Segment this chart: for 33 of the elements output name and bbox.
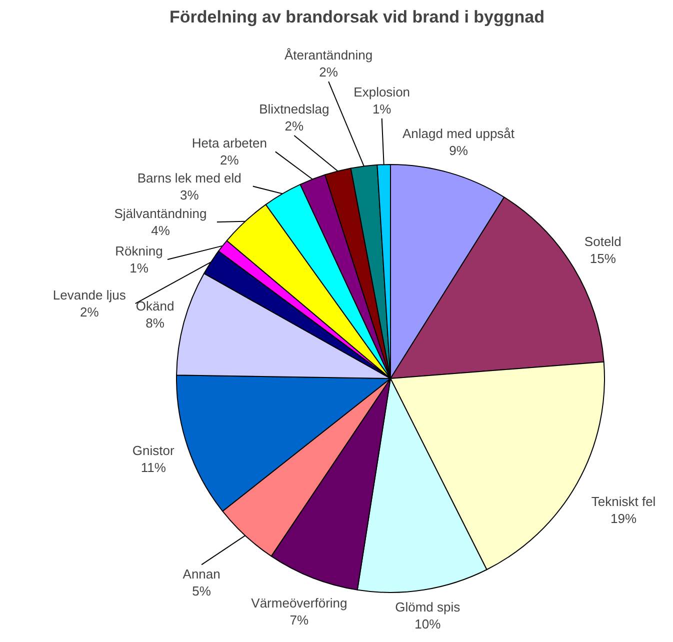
- slice-label: Soteld: [584, 234, 622, 249]
- slice-label: Anlagd med uppsåt: [402, 126, 515, 141]
- chart-title: Fördelning av brandorsak vid brand i byggnad: [170, 8, 544, 26]
- slice-label: Återantändning: [284, 48, 373, 63]
- slice-label: Blixtnedslag: [259, 102, 330, 117]
- data-label: 10%: [414, 616, 442, 632]
- data-label: 15%: [590, 250, 616, 266]
- slice-label: Värmeöverföring: [251, 596, 348, 611]
- slice-label: Levande ljus: [52, 288, 126, 303]
- slice-label: Explosion: [354, 84, 410, 100]
- data-label: 2%: [220, 152, 240, 168]
- data-label: 9%: [449, 142, 468, 158]
- data-label: 1%: [130, 260, 149, 276]
- slice-label: Gnistor: [132, 442, 175, 458]
- data-label: 2%: [284, 118, 304, 134]
- data-label: 4%: [151, 223, 170, 238]
- data-label: 2%: [319, 64, 338, 80]
- data-label: 8%: [146, 316, 165, 331]
- data-label: 19%: [610, 510, 637, 526]
- slice-label: Tekniskt fel: [591, 494, 656, 509]
- slice-label: Självantändning: [114, 206, 207, 222]
- slice-label: Heta arbeten: [192, 136, 267, 151]
- data-label: 1%: [372, 101, 392, 116]
- slice-label: Okänd: [136, 298, 174, 314]
- slice-label: Rökning: [115, 244, 163, 259]
- slice-label: Barns lek med eld: [137, 170, 242, 186]
- data-label: 2%: [80, 304, 100, 320]
- slice-label: Glömd spis: [395, 599, 461, 614]
- data-label: 3%: [180, 187, 200, 202]
- data-label: 11%: [140, 460, 166, 475]
- slice-label: Annan: [182, 566, 220, 582]
- data-label: 7%: [290, 612, 310, 628]
- data-label: 5%: [192, 584, 212, 599]
